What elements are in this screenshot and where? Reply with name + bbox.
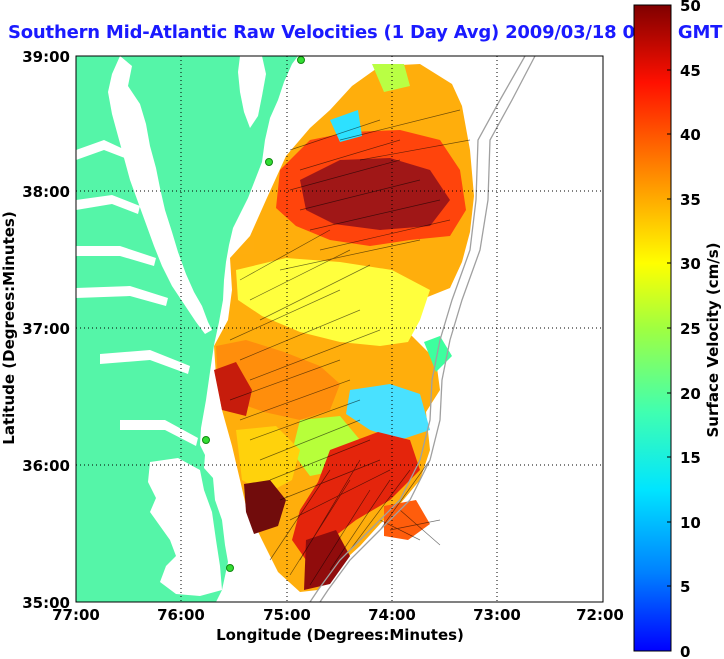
x-tick-label: 77:00	[52, 606, 100, 624]
radar-site-marker	[265, 158, 273, 166]
x-tick-label: 72:00	[576, 606, 624, 624]
y-tick-label: 38:00	[22, 183, 70, 201]
radar-site-marker	[226, 564, 234, 572]
colorbar-tick-label: 10	[680, 514, 701, 532]
colorbar-tick-label: 50	[680, 0, 701, 15]
colorbar-tick-label: 35	[680, 191, 701, 209]
colorbar-tick-label: 15	[680, 449, 701, 467]
colorbar-gradient	[633, 4, 672, 652]
colorbar-tick-label: 20	[680, 385, 701, 403]
x-tick-label: 73:00	[473, 606, 521, 624]
x-axis-label: Longitude (Degrees:Minutes)	[216, 626, 464, 644]
colorbar-tick-label: 25	[680, 320, 701, 338]
colorbar-label: Surface Velocity (cm/s)	[704, 242, 722, 437]
colorbar-tick-label: 40	[680, 126, 701, 144]
y-tick-label: 37:00	[22, 320, 70, 338]
x-tick-label: 76:00	[157, 606, 205, 624]
colorbar-tick-label: 45	[680, 62, 701, 80]
colorbar-tick-label: 5	[680, 578, 690, 596]
y-tick-label: 35:00	[22, 594, 70, 612]
y-tick-label: 36:00	[22, 457, 70, 475]
map-title: Southern Mid-Atlantic Raw Velocities (1 …	[8, 22, 723, 43]
y-tick-label: 39:00	[22, 48, 70, 66]
colorbar: 50 45 40 35 30 25 20 15 10 5 0 Surface V…	[633, 0, 722, 659]
y-axis-label: Latitude (Degrees:Minutes)	[0, 211, 18, 444]
x-axis: 77:00 76:00 75:00 74:00 73:00 72:00 Long…	[52, 606, 624, 644]
x-tick-label: 75:00	[263, 606, 311, 624]
radar-site-marker	[202, 436, 210, 444]
colorbar-tick-label: 0	[680, 643, 690, 659]
plot-frame	[75, 55, 604, 603]
y-axis: 39:00 38:00 37:00 36:00 35:00 Latitude (…	[0, 48, 70, 612]
colorbar-tick-label: 30	[680, 255, 701, 273]
land-mass	[76, 56, 298, 602]
velocity-vectors	[229, 109, 471, 586]
radar-site-marker	[297, 56, 305, 64]
bathymetry-contours	[309, 56, 536, 602]
grid	[76, 56, 603, 602]
x-tick-label: 74:00	[368, 606, 416, 624]
radar-sites	[202, 56, 305, 572]
